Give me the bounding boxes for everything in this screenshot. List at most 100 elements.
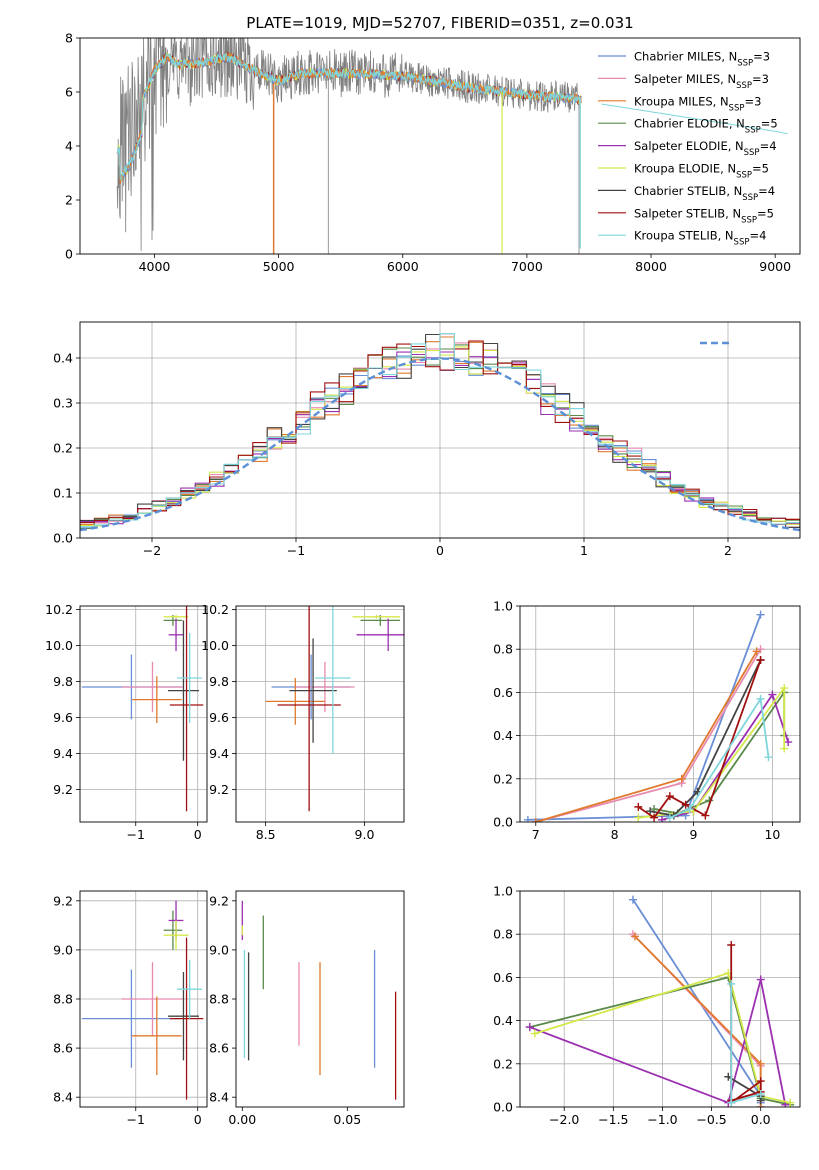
- errorbar-point: [352, 615, 401, 619]
- errorbar-point: [169, 937, 204, 1100]
- errorbar-point: [167, 972, 199, 1061]
- y-tick-label: 2: [65, 193, 73, 208]
- plot-area: [520, 891, 800, 1107]
- mass-weight-marker: [752, 647, 761, 656]
- y-tick-label: 9.0: [209, 942, 229, 957]
- x-tick-label: 5000: [263, 259, 295, 274]
- y-tick-label: 0: [65, 247, 73, 262]
- y-tick-label: 9.2: [53, 782, 73, 797]
- x-tick-label: −1.0: [647, 1112, 677, 1127]
- x-tick-label: 4000: [139, 259, 171, 274]
- errorbar-point: [315, 606, 351, 754]
- plot-area: [80, 322, 800, 538]
- model-spectrum: [116, 51, 582, 184]
- y-tick-label: 10.2: [201, 602, 229, 617]
- y-tick-label: 0.8: [493, 642, 513, 657]
- x-tick-label: 0: [436, 543, 444, 558]
- y-tick-label: 4: [65, 139, 73, 154]
- mass-weight-marker: [756, 1077, 765, 1086]
- mass-weight-marker: [634, 813, 643, 822]
- mass-weight-marker: [665, 792, 674, 801]
- mass-weight-marker: [630, 932, 639, 941]
- y-tick-label: 9.8: [53, 674, 73, 689]
- y-tick-label: 8.6: [209, 1041, 229, 1056]
- mass-weight-marker: [685, 805, 694, 814]
- x-tick-label: −0.5: [696, 1112, 726, 1127]
- mass-weight-marker: [628, 895, 637, 904]
- mass-weight-marker: [780, 744, 789, 753]
- chart-residuals: −2 −1 0 1 2 0.0 0.1 0.2 0.3 0.4: [53, 321, 801, 558]
- mass-weight-marker: [530, 1029, 539, 1038]
- errorbar-point: [177, 959, 203, 1019]
- mass-weight-marker: [786, 1098, 795, 1107]
- x-tick-label: 7000: [511, 259, 543, 274]
- y-tick-label: 9.6: [209, 710, 229, 725]
- mass-weight-marker: [646, 807, 655, 816]
- y-tick-label: 0.4: [493, 728, 513, 743]
- y-tick-label: 0.2: [493, 1056, 513, 1071]
- mass-weight-series: [637, 659, 762, 819]
- legend-entry: Salpeter ELODIE, NSSP=4: [634, 139, 777, 158]
- x-tick-label: −2: [143, 543, 161, 558]
- y-tick-label: 0.2: [53, 441, 73, 456]
- legend-entry: Kroupa ELODIE, NSSP=5: [634, 162, 769, 181]
- y-tick-label: 0.6: [493, 685, 513, 700]
- axes-frame: [79, 37, 801, 255]
- x-tick-label: 9: [690, 827, 698, 842]
- x-tick-label: 8000: [635, 259, 667, 274]
- axes-frame: [235, 890, 405, 1108]
- errorbar-point: [121, 661, 184, 713]
- y-tick-label: 9.0: [53, 942, 73, 957]
- x-tick-label: 1: [580, 543, 588, 558]
- plot-area: [236, 606, 404, 822]
- plot-area: [116, 38, 788, 254]
- y-tick-label: 0.3: [53, 396, 73, 411]
- errorbar-point: [121, 962, 184, 1036]
- errorbar-point: [163, 910, 183, 950]
- mass-weight-marker: [780, 684, 789, 693]
- y-tick-label: 8.4: [209, 1090, 229, 1105]
- legend-entry: Kroupa MILES, NSSP=3: [634, 94, 761, 113]
- y-tick-label: 9.2: [209, 782, 229, 797]
- mass-weight-marker: [784, 738, 793, 747]
- mass-weight-marker: [756, 1090, 765, 1099]
- mass-weight-marker: [764, 753, 773, 762]
- x-tick-label: 6000: [387, 259, 419, 274]
- y-tick-label: 8.8: [209, 992, 229, 1007]
- mass-weight-marker: [727, 941, 736, 949]
- axes-frame: [235, 605, 405, 823]
- y-tick-label: 0.2: [493, 771, 513, 786]
- plot-area: [520, 606, 800, 822]
- chart-spectrum: 4000 5000 6000 7000 8000 9000 0 2 4 6 8 Chabrier MI…: [65, 31, 801, 274]
- y-tick-label: 8.6: [53, 1041, 73, 1056]
- mass-weight-series: [653, 689, 786, 815]
- mass-weight-marker: [756, 975, 765, 984]
- normal-curve: [80, 357, 800, 532]
- x-tick-label: 0.00: [228, 1112, 256, 1127]
- mass-weight-series: [534, 971, 791, 1104]
- mass-weight-marker: [677, 774, 686, 783]
- axes-frame: [519, 605, 801, 823]
- mass-weight-marker: [657, 815, 666, 822]
- mass-weight-marker: [756, 1059, 765, 1068]
- plot-area: [80, 606, 207, 822]
- model-spectrum: [116, 52, 788, 182]
- y-tick-label: 8: [65, 31, 73, 46]
- x-tick-label: 8.5: [256, 827, 276, 842]
- errorbar-point: [132, 676, 182, 723]
- mass-weight-marker: [756, 610, 765, 619]
- x-tick-label: 0.0: [751, 1112, 771, 1127]
- y-tick-label: 10.0: [45, 638, 73, 653]
- errorbar-point: [169, 606, 204, 812]
- errorbar-point: [168, 618, 184, 651]
- errorbar-point: [163, 615, 189, 619]
- mass-weight-marker: [531, 818, 540, 822]
- residual-histogram: [80, 333, 800, 528]
- x-tick-label: 0.05: [333, 1112, 361, 1127]
- x-tick-label: 9.0: [355, 827, 375, 842]
- mass-weight-marker: [756, 694, 765, 703]
- chart-weight_vs_Z: −2.0 −1.5 −1.0 −0.5 0.0 0.0 0.2 0.4 0.6 0.8 1.0: [493, 884, 801, 1127]
- mass-weight-marker: [665, 813, 674, 822]
- plot-area: [80, 891, 207, 1107]
